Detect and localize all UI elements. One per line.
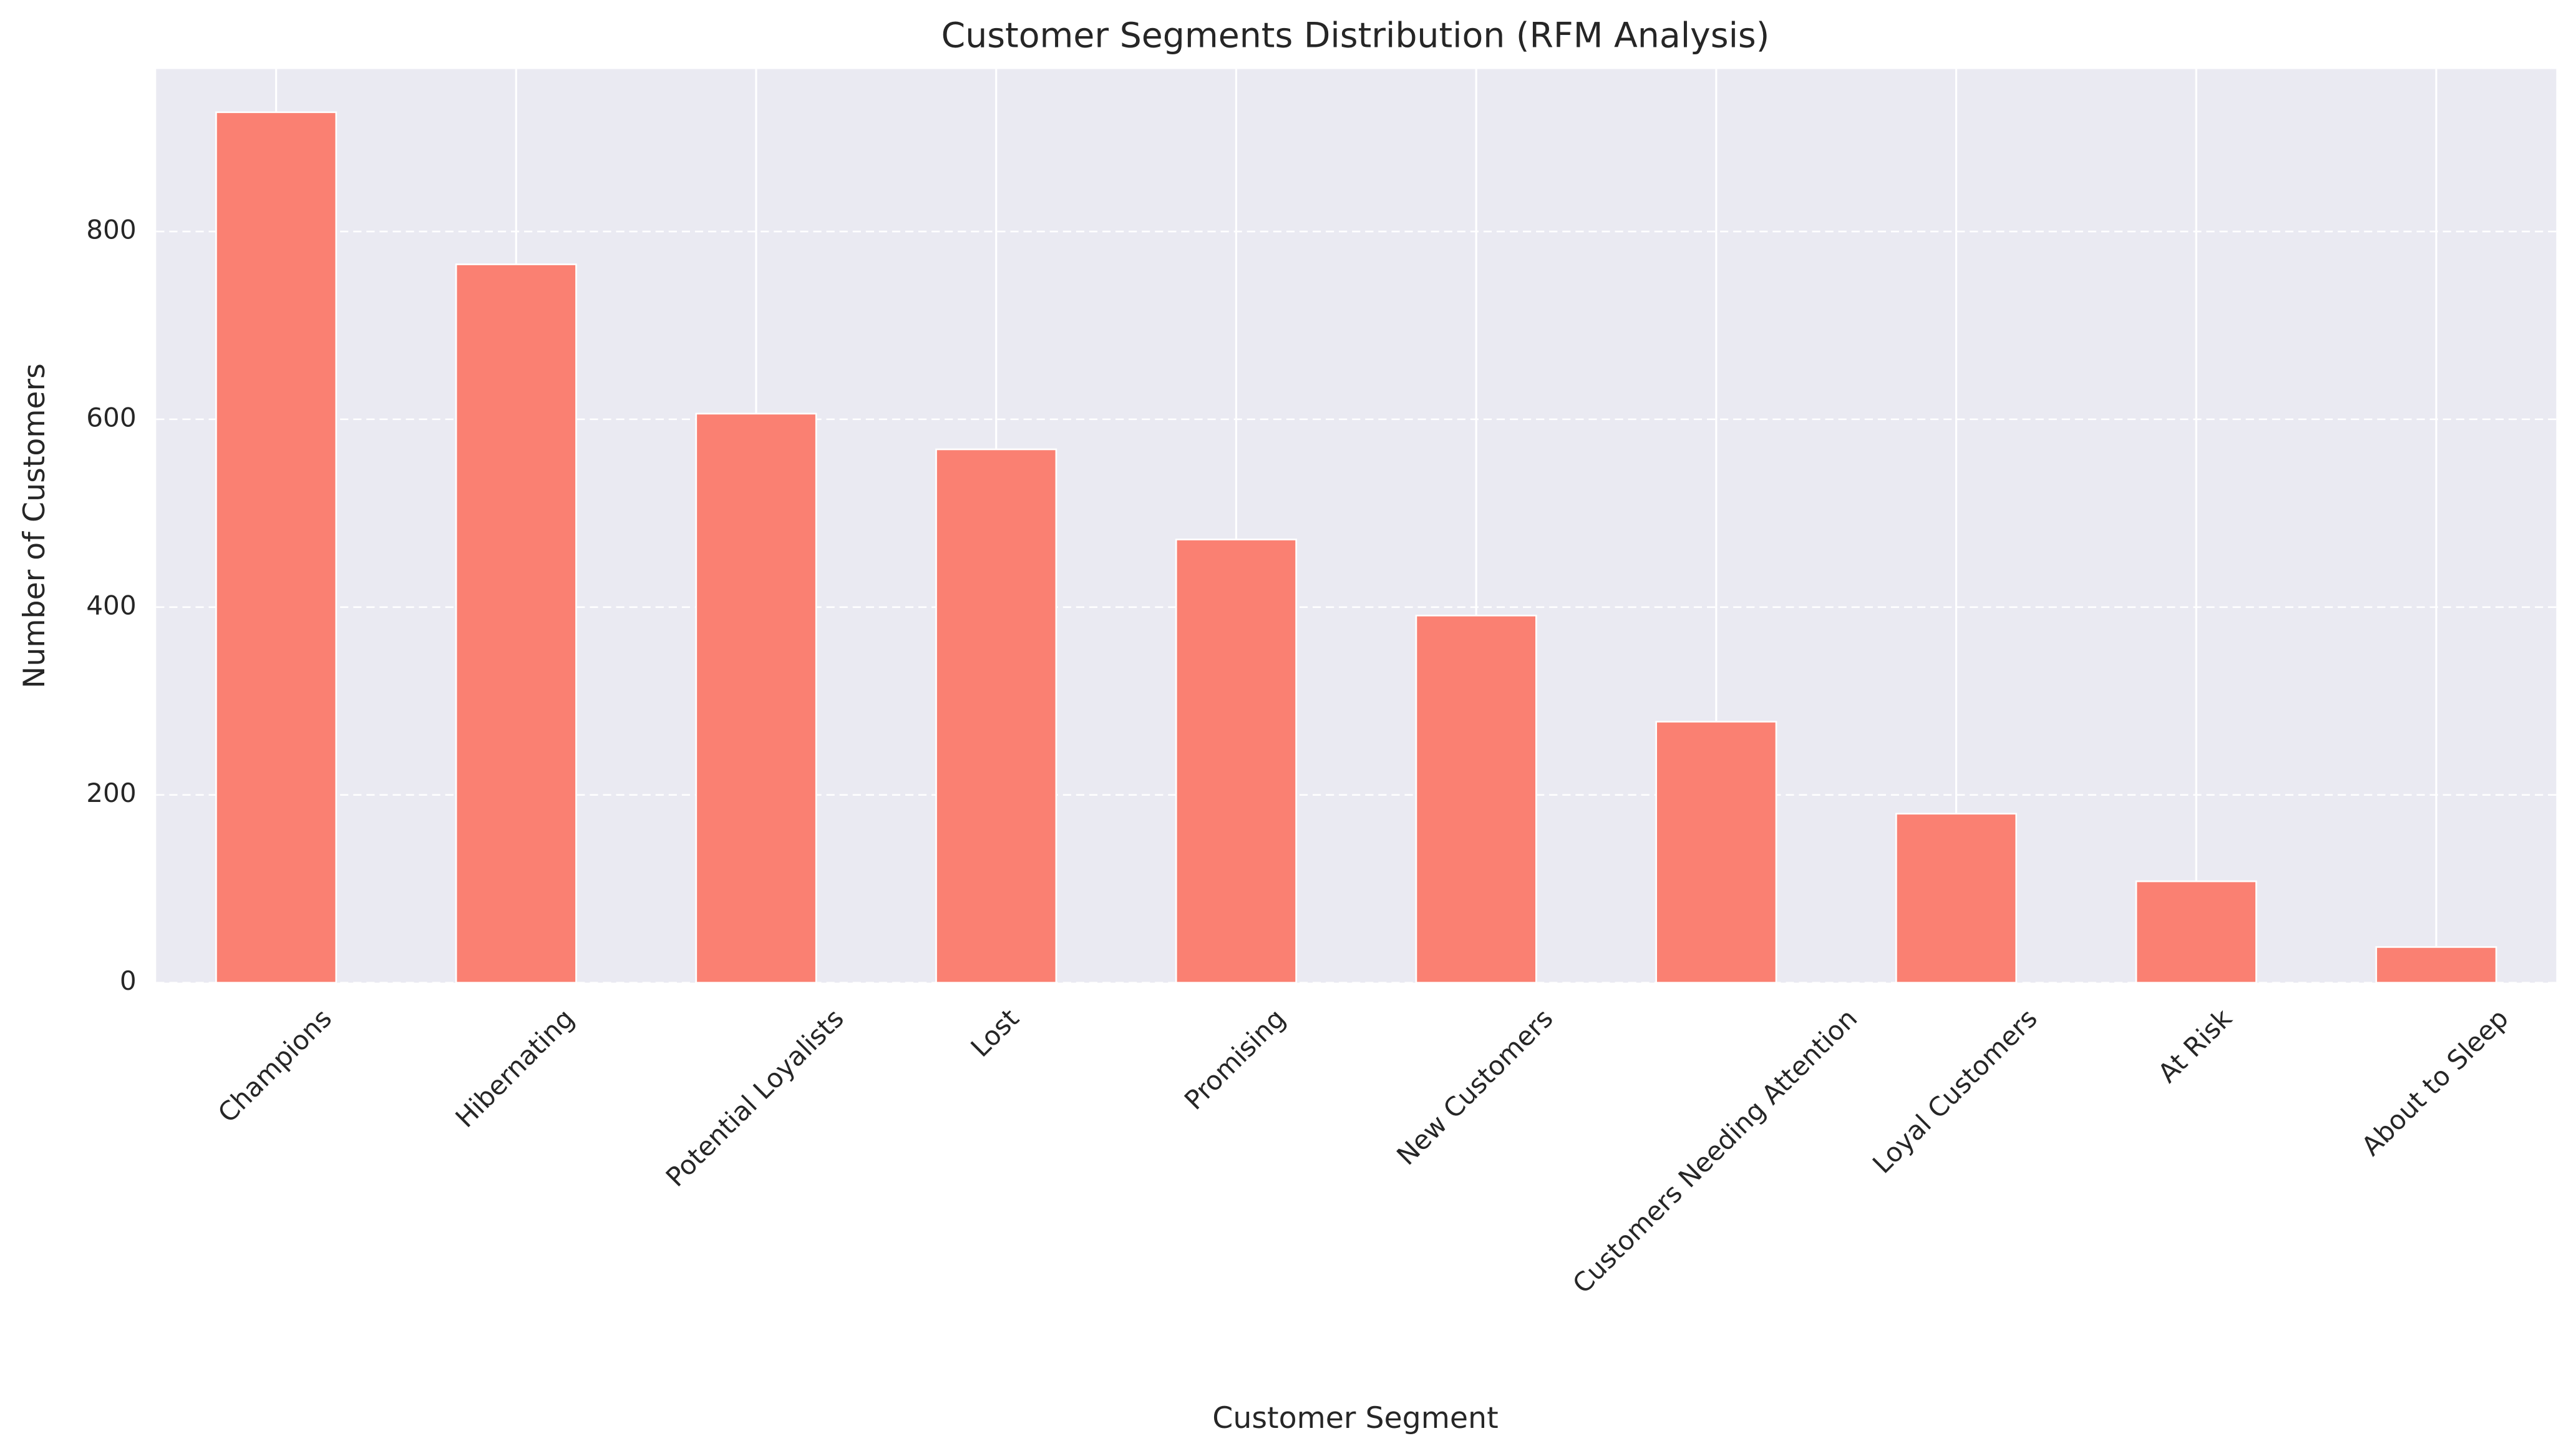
x-tick-label: About to Sleep xyxy=(2356,1003,2514,1161)
bar xyxy=(2135,880,2257,984)
bar xyxy=(1415,614,1537,984)
x-tick-label: Hibernating xyxy=(450,1003,580,1133)
y-tick-label: 200 xyxy=(86,778,136,808)
x-tick-label: Loyal Customers xyxy=(1867,1003,2043,1180)
y-tick-label: 0 xyxy=(120,965,137,996)
x-axis-label: Customer Segment xyxy=(1212,1401,1498,1435)
x-tick-label: New Customers xyxy=(1391,1003,1558,1171)
x-tick-label: Customers Needing Attention xyxy=(1567,1003,1863,1299)
x-tick-label: Lost xyxy=(965,1003,1025,1063)
y-tick-label: 800 xyxy=(86,214,136,245)
x-tick-label: At Risk xyxy=(2152,1003,2238,1089)
x-tick-label: Promising xyxy=(1179,1003,1291,1116)
y-tick-label: 400 xyxy=(86,590,136,620)
y-tick-label: 600 xyxy=(86,402,136,432)
x-tick-label: Potential Loyalists xyxy=(660,1003,850,1193)
bar xyxy=(2375,946,2497,984)
bar xyxy=(1895,813,2018,984)
bar xyxy=(1655,721,1777,984)
bar xyxy=(455,263,577,984)
bar xyxy=(935,448,1057,984)
x-tick-label: Champions xyxy=(212,1003,338,1128)
bar xyxy=(695,413,817,984)
bar xyxy=(1175,539,1297,984)
y-axis-label: Number of Customers xyxy=(17,363,52,688)
chart-title: Customer Segments Distribution (RFM Anal… xyxy=(941,16,1770,56)
bar xyxy=(215,111,338,984)
